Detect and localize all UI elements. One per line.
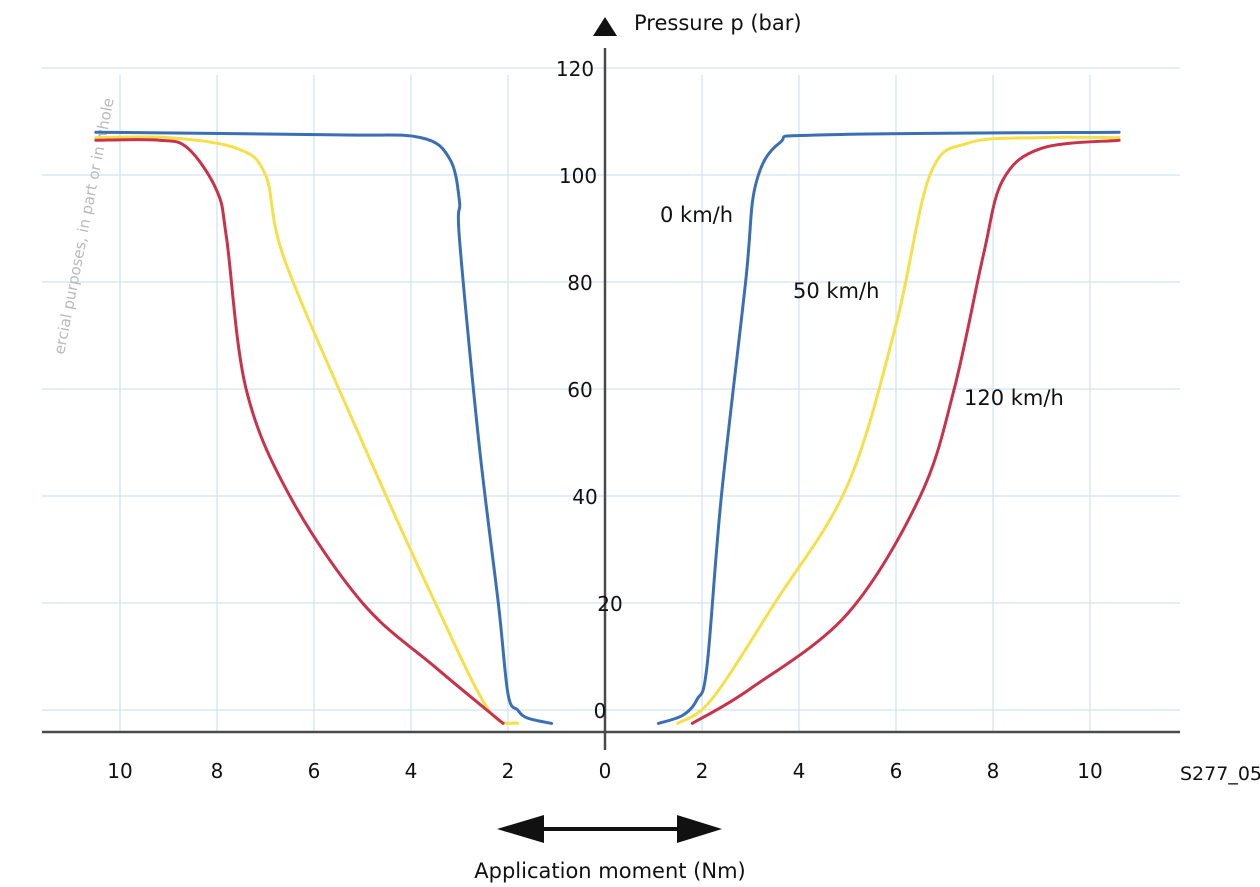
x-tick-label-right: 6 <box>890 759 903 783</box>
y-tick-label: 100 <box>559 164 597 188</box>
y-tick-label: 20 <box>597 592 622 616</box>
x-tick-label-right: 8 <box>987 759 1000 783</box>
x-tick-label-left: 10 <box>107 759 132 783</box>
series-line-50-km-h-right <box>676 135 1121 725</box>
y-tick-label: 60 <box>567 378 592 402</box>
y-tick-label: 80 <box>567 271 592 295</box>
grid <box>42 67 1180 732</box>
series-line-50-km-h-left <box>94 135 520 725</box>
watermark-text: ercial purposes, in part or in whole <box>50 96 117 355</box>
y-axis-label: Pressure p (bar) <box>634 11 802 35</box>
figure-code: S277_051 <box>1180 763 1260 785</box>
series-labels: 0 km/h 50 km/h 120 km/h <box>660 203 1064 410</box>
x-tick-label-left: 8 <box>211 759 224 783</box>
y-axis-arrow-icon <box>593 17 617 36</box>
x-tick-label-left: 6 <box>308 759 321 783</box>
series-label-120-km-h: 120 km/h <box>964 386 1064 410</box>
series-label-0-km-h: 0 km/h <box>660 203 733 227</box>
series-line-120-km-h-left <box>94 138 505 725</box>
series-line-0-km-h-right <box>656 130 1121 725</box>
series-label-50-km-h: 50 km/h <box>793 279 879 303</box>
y-tick-label: 40 <box>572 485 597 509</box>
x-tick-label-right: 0 <box>599 759 612 783</box>
x-tick-label-right: 4 <box>793 759 806 783</box>
axes <box>42 17 1180 750</box>
y-tick-label: 120 <box>556 57 594 81</box>
double-arrow-icon <box>497 815 722 843</box>
series-lines <box>94 130 1121 725</box>
series-line-120-km-h-right <box>690 138 1121 725</box>
series-line-0-km-h-left <box>94 130 554 725</box>
x-axis-label: Application moment (Nm) <box>474 859 745 883</box>
y-tick-label: 0 <box>594 699 607 723</box>
x-tick-label-right: 2 <box>696 759 709 783</box>
x-tick-label-left: 2 <box>502 759 515 783</box>
x-tick-label-left: 4 <box>405 759 418 783</box>
x-tick-label-right: 10 <box>1077 759 1102 783</box>
